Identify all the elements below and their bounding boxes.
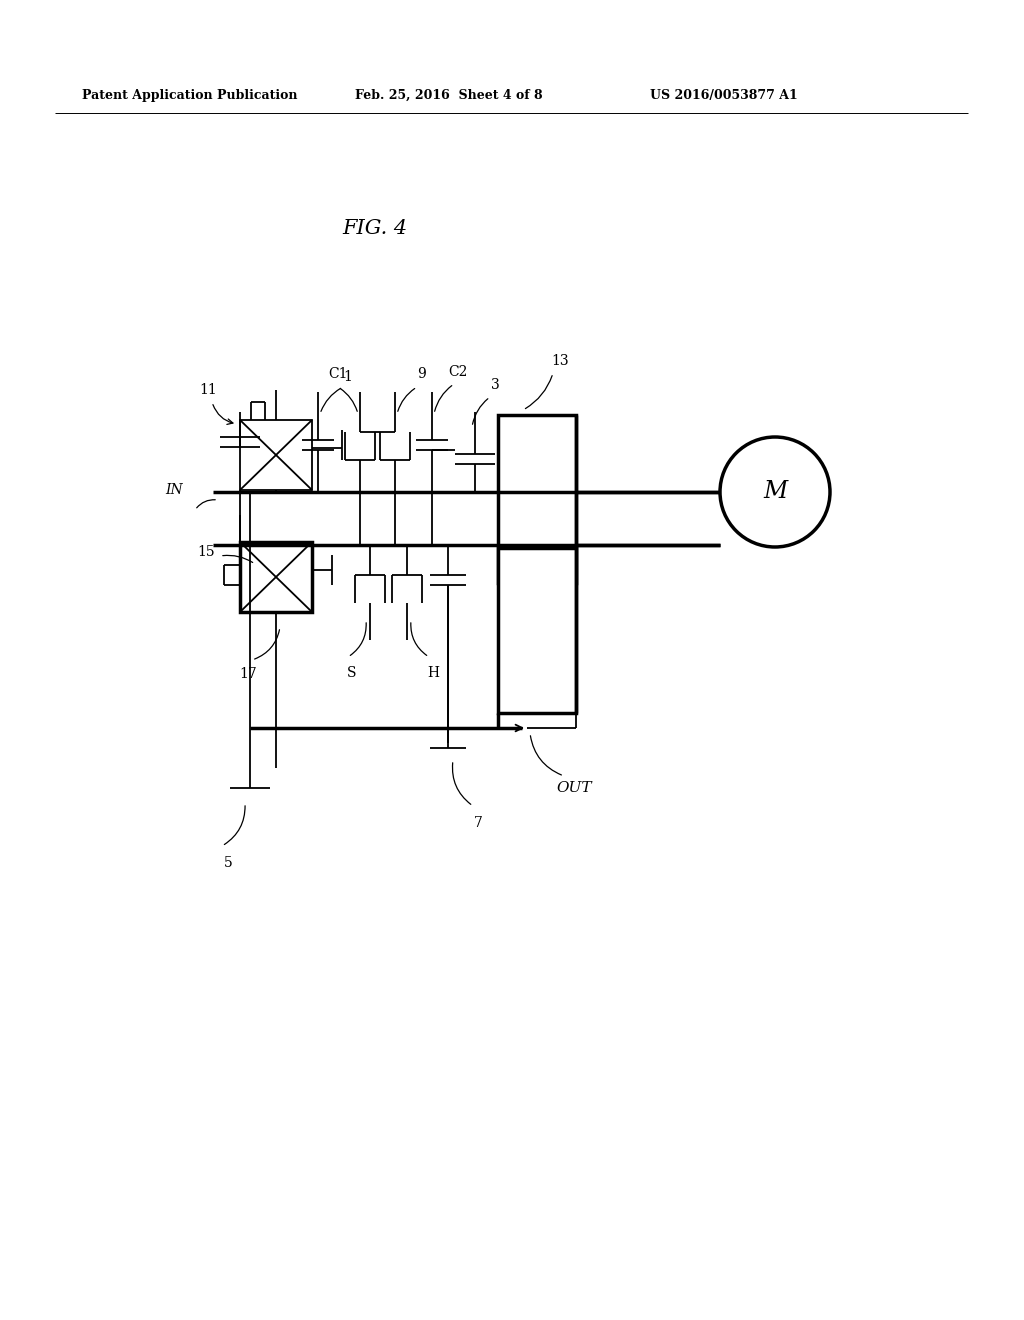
Text: C1: C1 [329, 367, 348, 381]
Text: 3: 3 [490, 378, 500, 392]
Bar [498, 414, 575, 583]
Text: 17: 17 [240, 667, 257, 681]
Text: US 2016/0053877 A1: US 2016/0053877 A1 [650, 88, 798, 102]
Text: 5: 5 [223, 855, 232, 870]
Text: 1: 1 [344, 370, 352, 384]
Text: C2: C2 [449, 366, 468, 379]
Text: M: M [763, 480, 787, 503]
Text: OUT: OUT [556, 781, 592, 795]
Text: S: S [347, 667, 356, 680]
Text: Patent Application Publication: Patent Application Publication [82, 88, 298, 102]
Text: 11: 11 [199, 383, 217, 397]
Text: Feb. 25, 2016  Sheet 4 of 8: Feb. 25, 2016 Sheet 4 of 8 [355, 88, 543, 102]
Text: H: H [427, 667, 439, 680]
Bar [240, 420, 312, 490]
Text: 13: 13 [551, 354, 568, 368]
Text: 7: 7 [473, 816, 482, 830]
Text: FIG. 4: FIG. 4 [342, 219, 408, 238]
Text: 15: 15 [198, 545, 215, 558]
Text: IN: IN [165, 483, 183, 498]
Bar [240, 543, 312, 612]
Text: 9: 9 [417, 367, 425, 381]
Bar [498, 548, 575, 713]
